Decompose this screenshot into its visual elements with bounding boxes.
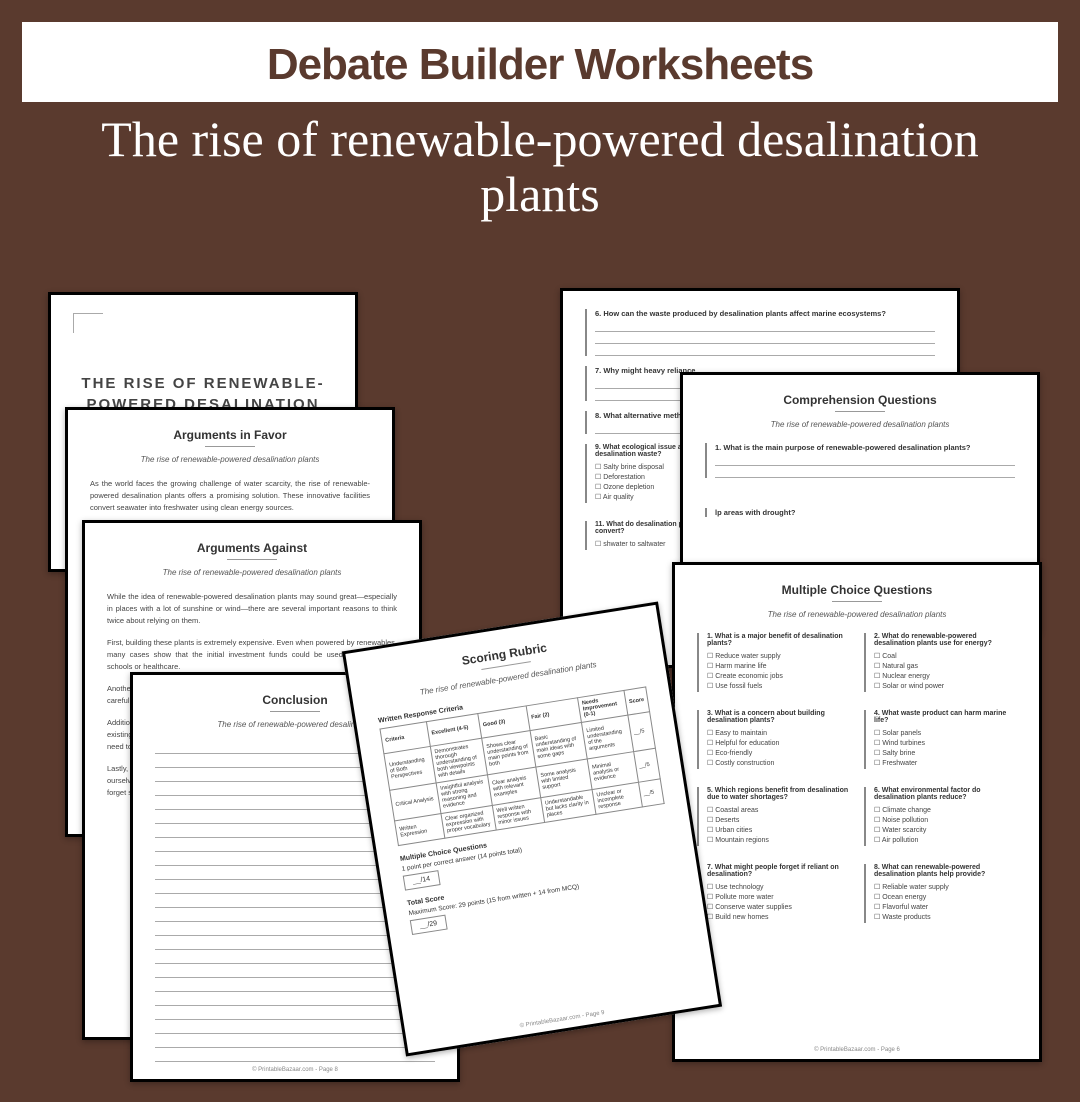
mcq-q2-text: 2. What do renewable-powered desalinatio… [874,633,1017,647]
mcq-q1-text: 1. What is a major benefit of desalinati… [707,633,850,647]
comp-qhelp-text: lp areas with drought? [715,508,1015,517]
mcq-q2-opt3: Solar or wind power [874,682,1017,690]
mcq-q7-text: 7. What might people forget if reliant o… [707,864,850,878]
main-title: Debate Builder Worksheets [42,40,1038,90]
rubric-mcq-box: __/14 [403,870,440,890]
subtitle: The rise of renewable-powered desalinati… [0,102,1080,242]
mcq-q4: 4. What waste product can harm marine li… [864,710,1017,769]
mcq-title: Multiple Choice Questions [697,583,1017,597]
comp-q1-text: 1. What is the main purpose of renewable… [715,443,1015,452]
mcq-q4-text: 4. What waste product can harm marine li… [874,710,1017,724]
mcq-q1-opt1: Harm marine life [707,662,850,670]
mcq-grid: 1. What is a major benefit of desalinati… [697,633,1017,933]
mcq-q8-text: 8. What can renewable-powered desalinati… [874,864,1017,878]
mcq-q8-opt3: Waste products [874,913,1017,921]
mcq-q6-opt2: Water scarcity [874,826,1017,834]
conclusion-footer: © PrintableBazaar.com - Page 8 [133,1067,457,1073]
mcq-q3-opt1: Helpful for education [707,739,850,747]
mcq-q6: 6. What environmental factor do desalina… [864,787,1017,846]
mcq-q5-opt0: Coastal areas [707,806,850,814]
mcq-q2: 2. What do renewable-powered desalinatio… [864,633,1017,692]
mcq-q4-opt1: Wind turbines [874,739,1017,747]
mcq-q8: 8. What can renewable-powered desalinati… [864,864,1017,923]
mcq-q6-opt3: Air pollution [874,836,1017,844]
against-title: Arguments Against [107,541,397,555]
mcq-q1-opt2: Create economic jobs [707,672,850,680]
mcq-q7: 7. What might people forget if reliant o… [697,864,850,923]
comp-qhelp: lp areas with drought? [705,508,1015,517]
mcq-q5: 5. Which regions benefit from desalinati… [697,787,850,846]
rubric-total-box: __/29 [410,915,447,935]
mcq-q6-text: 6. What environmental factor do desalina… [874,787,1017,801]
mcq-q6-opt0: Climate change [874,806,1017,814]
favor-p1: As the world faces the growing challenge… [90,478,370,514]
mcq-q7-opt2: Conserve water supplies [707,903,850,911]
header-band: Debate Builder Worksheets [22,22,1058,102]
rubric-total-text: Maximum Score: 29 points (15 from writte… [408,868,676,917]
mcq-q1-opt3: Use fossil fuels [707,682,850,690]
mcq-q3-opt0: Easy to maintain [707,729,850,737]
mcq-q5-text: 5. Which regions benefit from desalinati… [707,787,850,801]
rubric-cell: __/5 [628,712,656,752]
mcq-q2-opt0: Coal [874,652,1017,660]
mcq-q1-opt0: Reduce water supply [707,652,850,660]
rubric-cell: __/5 [638,779,664,807]
mcq-q1: 1. What is a major benefit of desalinati… [697,633,850,692]
mcq-q3-opt2: Eco-friendly [707,749,850,757]
page-rubric: Scoring Rubric The rise of renewable-pow… [342,601,722,1056]
mcq-q3-text: 3. What is a concern about building desa… [707,710,850,724]
mcq-q4-opt2: Salty brine [874,749,1017,757]
mcq-subtitle: The rise of renewable-powered desalinati… [697,610,1017,619]
mcq-q8-opt2: Flavorful water [874,903,1017,911]
mcq-q5-opt2: Urban cities [707,826,850,834]
worksheet-collage: THE RISE OF RENEWABLE-POWERED DESALINATI… [0,302,1080,1102]
mcq-q7-opt3: Build new homes [707,913,850,921]
mcq-q5-opt1: Deserts [707,816,850,824]
mcq-q2-opt2: Nuclear energy [874,672,1017,680]
mcq-q6-opt1: Noise pollution [874,816,1017,824]
mcq-q4-opt3: Freshwater [874,759,1017,767]
mcq-q7-opt1: Pollute more water [707,893,850,901]
mcq-q4-opt0: Solar panels [874,729,1017,737]
mcq-q2-opt1: Natural gas [874,662,1017,670]
mcq-footer: © PrintableBazaar.com - Page 6 [675,1047,1039,1053]
mcq-q8-opt0: Reliable water supply [874,883,1017,891]
rubric-header: Score [624,687,650,715]
mcq-q7-opt0: Use technology [707,883,850,891]
q6-text: 6. How can the waste produced by desalin… [595,309,935,318]
against-subtitle: The rise of renewable-powered desalinati… [107,568,397,577]
favor-subtitle: The rise of renewable-powered desalinati… [90,455,370,464]
against-p1: While the idea of renewable-powered desa… [107,591,397,627]
comp-title: Comprehension Questions [705,393,1015,407]
comp-q1: 1. What is the main purpose of renewable… [705,443,1015,478]
mcq-q3-opt3: Costly construction [707,759,850,767]
page-mcq: Multiple Choice Questions The rise of re… [672,562,1042,1062]
mcq-q8-opt1: Ocean energy [874,893,1017,901]
favor-title: Arguments in Favor [90,428,370,442]
q6-block: 6. How can the waste produced by desalin… [585,309,935,356]
mcq-q5-opt3: Mountain regions [707,836,850,844]
rubric-cell: __/5 [633,748,660,782]
mcq-q3: 3. What is a concern about building desa… [697,710,850,769]
comp-subtitle: The rise of renewable-powered desalinati… [705,420,1015,429]
